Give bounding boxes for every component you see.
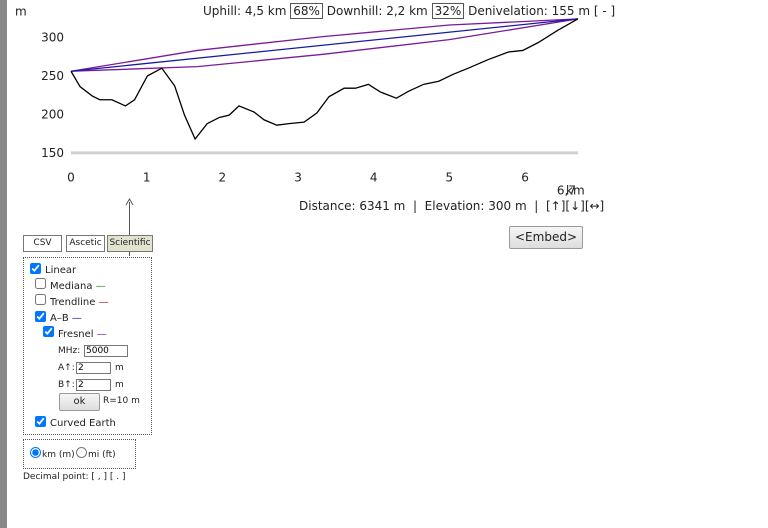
option-mark: — — [98, 297, 109, 308]
ok-button[interactable]: ok — [59, 393, 100, 411]
x-tick-label: 6,7 — [557, 184, 576, 198]
option-mark: — — [71, 313, 82, 324]
option-label: A–B — [50, 313, 69, 324]
option: Fresnel — — [58, 329, 107, 340]
a-label: A↑: — [58, 363, 75, 373]
tab[interactable]: Scientific — [107, 235, 153, 252]
x-tick-label: 2 — [219, 171, 227, 185]
tab[interactable]: CSV — [23, 235, 62, 252]
x-tick-label: 5 — [446, 171, 454, 185]
x-unit: km — [566, 184, 585, 198]
chart: m km 150 200 250 300 0 1 2 3 4 5 6 6,7 — [15, 5, 585, 198]
b-unit: m — [115, 380, 124, 390]
radio[interactable] — [76, 447, 87, 458]
side-strip — [0, 0, 7, 528]
downhill: Downhill: 2,2 km — [326, 4, 428, 18]
option: Trendline — — [50, 297, 109, 308]
uphill: Uphill: 4,5 km — [203, 4, 287, 18]
series-line — [70, 18, 579, 72]
decimal-point[interactable]: Decimal point: [ , ] [ . ] — [23, 472, 126, 482]
embed-button[interactable]: <Embed> — [509, 226, 583, 249]
x-tick-label: 0 — [67, 171, 75, 185]
y-tick-label: 200 — [41, 108, 64, 122]
checkbox[interactable] — [35, 294, 46, 305]
checkbox[interactable] — [35, 416, 46, 427]
y-unit: m — [15, 5, 27, 19]
checkbox[interactable] — [35, 278, 46, 289]
series-line — [70, 18, 579, 141]
option-mark: — — [96, 329, 107, 340]
x-tick-label: 1 — [143, 171, 151, 185]
tab[interactable]: Ascetic — [66, 235, 105, 252]
option-label: Mediana — [50, 281, 93, 292]
b-label: B↑: — [58, 380, 75, 390]
units-panel — [23, 439, 136, 469]
checkbox[interactable] — [30, 263, 41, 274]
x-tick-label: 3 — [294, 171, 302, 185]
series-line — [70, 18, 579, 72]
options-panel — [23, 257, 152, 435]
a-input[interactable] — [76, 362, 111, 374]
option-label: Trendline — [50, 297, 96, 308]
b-input[interactable] — [76, 379, 111, 391]
option-label: Linear — [45, 265, 77, 276]
y-tick-label: 250 — [41, 69, 64, 83]
option-label: Fresnel — [58, 329, 94, 340]
uphill-pct: 68% — [290, 3, 323, 19]
x-tick-label: 4 — [370, 171, 378, 185]
radio[interactable] — [30, 447, 41, 458]
checkbox[interactable] — [35, 311, 46, 322]
option: A–B — — [50, 313, 82, 324]
mhz-label: MHz: — [58, 346, 81, 356]
toggle[interactable]: [ - ] — [593, 4, 616, 18]
curved-earth-label: Curved Earth — [50, 418, 116, 429]
option-mark: — — [95, 281, 106, 292]
radius: R=10 m — [103, 396, 140, 406]
unit-label: km (m) — [42, 450, 75, 460]
summary: Uphill: 4,5 km 68% Downhill: 2,2 km 32% … — [203, 3, 616, 19]
denivelation: Denivelation: 155 m — [468, 4, 591, 18]
status: Distance: 6341 m | Elevation: 300 m | [↑… — [299, 199, 605, 213]
series-line — [70, 18, 579, 72]
unit-label: mi (ft) — [88, 450, 116, 460]
option: Mediana — — [50, 281, 106, 292]
mhz-input[interactable] — [84, 345, 128, 357]
y-tick-label: 300 — [41, 31, 64, 45]
y-tick-label: 150 — [41, 146, 64, 160]
x-tick-label: 6 — [521, 171, 529, 185]
a-unit: m — [115, 363, 124, 373]
downhill-pct: 32% — [431, 3, 465, 19]
checkbox[interactable] — [43, 326, 54, 337]
